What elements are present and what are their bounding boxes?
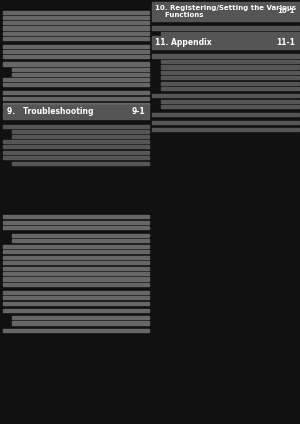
Bar: [12, 321, 148, 325]
Text: 10. Registering/Setting the Various
    Functions: 10. Registering/Setting the Various Func…: [155, 5, 296, 18]
Bar: [3, 62, 148, 66]
Bar: [12, 135, 148, 138]
Bar: [3, 296, 148, 299]
Bar: [3, 125, 148, 128]
Bar: [3, 78, 148, 81]
Bar: [3, 16, 148, 20]
Bar: [12, 234, 148, 237]
Bar: [160, 81, 298, 85]
Bar: [152, 54, 298, 58]
Bar: [3, 309, 148, 312]
Bar: [160, 105, 298, 109]
Bar: [3, 283, 148, 286]
Bar: [3, 267, 148, 270]
Bar: [3, 215, 148, 218]
Bar: [160, 100, 298, 103]
Bar: [3, 301, 148, 305]
Bar: [3, 26, 148, 30]
Bar: [3, 220, 148, 224]
Bar: [12, 162, 148, 165]
Bar: [152, 120, 298, 124]
Bar: [12, 315, 148, 319]
Bar: [3, 32, 148, 35]
Bar: [160, 65, 298, 69]
Text: 9.   Troubleshooting: 9. Troubleshooting: [7, 107, 93, 117]
Bar: [160, 37, 298, 41]
Bar: [3, 21, 148, 25]
Bar: [3, 11, 148, 14]
Bar: [3, 55, 148, 58]
Text: 10-1: 10-1: [278, 8, 295, 14]
Text: 9-1: 9-1: [131, 107, 145, 117]
Bar: [12, 239, 148, 243]
Text: 11. Appendix: 11. Appendix: [155, 38, 212, 47]
Bar: [3, 45, 148, 48]
Bar: [160, 71, 298, 74]
Bar: [152, 26, 298, 30]
Bar: [152, 94, 298, 98]
Bar: [152, 128, 298, 131]
Text: 11-1: 11-1: [276, 38, 295, 47]
Bar: [3, 50, 148, 53]
Bar: [3, 256, 148, 259]
Bar: [3, 226, 148, 229]
Bar: [3, 97, 148, 100]
Bar: [3, 91, 148, 94]
Bar: [3, 145, 148, 148]
Bar: [3, 290, 148, 294]
Bar: [160, 76, 298, 79]
Bar: [152, 113, 298, 116]
Bar: [3, 245, 148, 248]
Bar: [3, 277, 148, 281]
Bar: [152, 2, 298, 21]
Bar: [12, 67, 148, 71]
Bar: [160, 60, 298, 63]
Bar: [3, 156, 148, 159]
Bar: [3, 37, 148, 40]
Bar: [3, 329, 148, 332]
Bar: [3, 105, 148, 119]
Bar: [12, 130, 148, 133]
Bar: [3, 103, 148, 106]
Bar: [3, 250, 148, 254]
Bar: [160, 32, 298, 35]
Bar: [3, 151, 148, 154]
Bar: [12, 73, 148, 76]
Bar: [160, 86, 298, 90]
Bar: [3, 261, 148, 265]
Bar: [3, 83, 148, 86]
Bar: [3, 140, 148, 143]
Bar: [3, 272, 148, 276]
Bar: [152, 36, 298, 49]
